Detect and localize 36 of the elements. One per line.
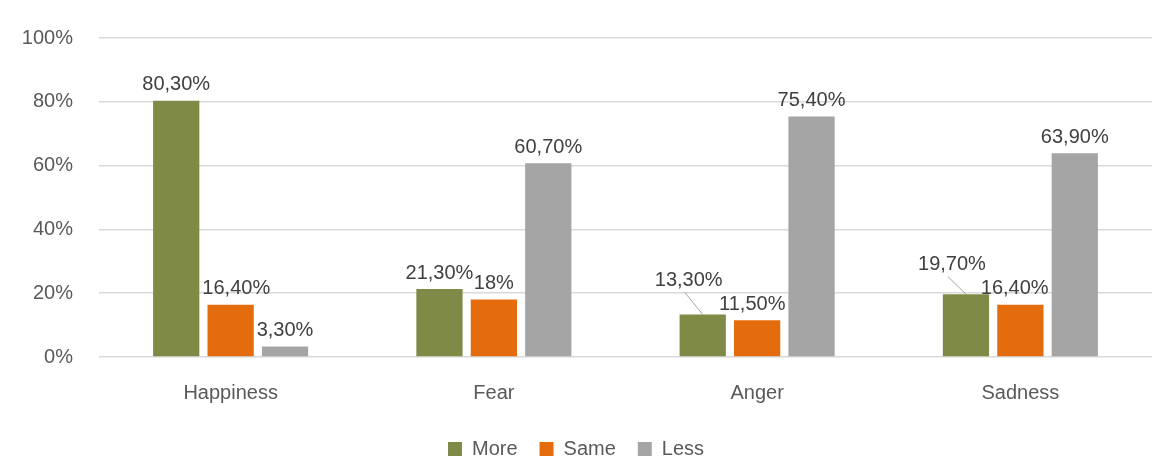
bar — [207, 304, 254, 357]
x-tick-label: Sadness — [981, 380, 1060, 403]
bar — [788, 116, 835, 357]
y-tick-label: 40% — [32, 216, 74, 239]
bar — [416, 289, 463, 357]
bar — [679, 314, 726, 357]
data-label: 21,30% — [405, 260, 474, 283]
legend-label: Less — [661, 436, 705, 459]
legend-label: More — [471, 436, 518, 459]
y-tick-label: 60% — [32, 153, 74, 176]
y-tick-label: 80% — [32, 89, 74, 112]
data-label: 75,40% — [777, 87, 846, 110]
bar — [261, 346, 309, 357]
data-label: 3,30% — [256, 317, 314, 340]
data-label: 13,30% — [654, 267, 723, 290]
bar — [470, 299, 517, 357]
bar — [1051, 153, 1098, 357]
data-label: 19,70% — [918, 252, 987, 275]
y-tick-label: 100% — [21, 25, 74, 48]
x-tick-label: Happiness — [183, 380, 278, 403]
data-label: 18% — [473, 271, 515, 294]
legend-label: Same — [563, 436, 616, 459]
data-label: 16,40% — [202, 276, 271, 299]
data-label: 60,70% — [514, 134, 583, 157]
x-tick-label: Fear — [473, 380, 515, 403]
data-label: 16,40% — [980, 276, 1049, 299]
bar — [734, 320, 781, 357]
data-label: 63,90% — [1040, 124, 1109, 147]
bar — [997, 304, 1044, 357]
y-tick-label: 0% — [44, 344, 74, 367]
data-label: 80,30% — [142, 72, 211, 95]
x-tick-label: Anger — [730, 380, 785, 403]
y-tick-label: 20% — [32, 280, 74, 303]
bar — [525, 163, 572, 357]
data-label: 11,50% — [719, 291, 786, 314]
bar — [153, 100, 200, 357]
